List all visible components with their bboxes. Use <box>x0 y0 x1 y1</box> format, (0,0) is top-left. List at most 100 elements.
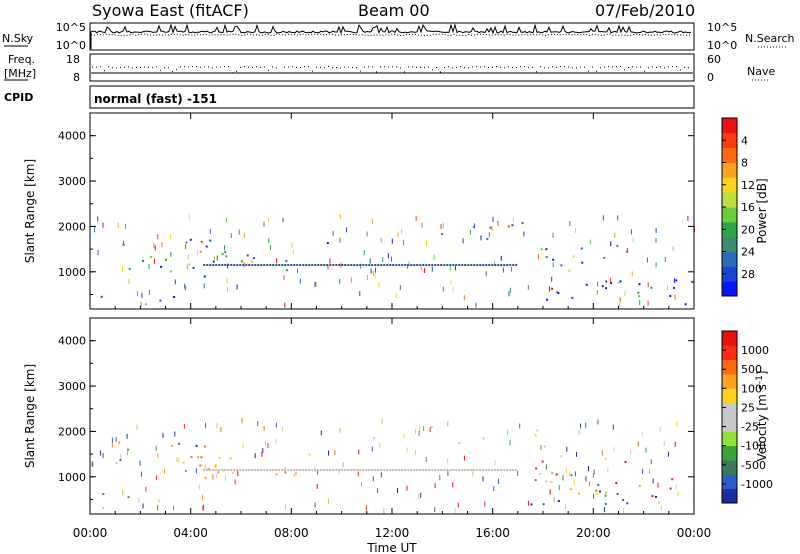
nave-point <box>92 66 93 68</box>
nave-point <box>116 67 117 69</box>
nave-point <box>488 67 489 68</box>
data-point <box>523 231 525 237</box>
nave-point <box>552 66 553 68</box>
data-point <box>667 285 668 291</box>
data-point <box>128 268 131 271</box>
data-point <box>373 437 375 440</box>
nave-point <box>540 66 541 68</box>
velocity-colorbar-label: Velocity [m s-1] <box>755 371 769 462</box>
data-point <box>363 250 365 256</box>
data-point <box>339 427 341 433</box>
data-point <box>141 471 142 477</box>
data-point <box>425 457 427 462</box>
data-point <box>231 471 234 474</box>
data-point <box>615 482 618 484</box>
data-point <box>493 486 495 492</box>
data-point <box>664 256 666 262</box>
data-point <box>238 229 240 235</box>
data-point <box>377 488 379 494</box>
data-point <box>498 478 499 484</box>
nave-point <box>436 67 437 68</box>
x-tick-label: 00:00 <box>677 526 712 540</box>
data-point <box>596 493 599 496</box>
data-point <box>552 258 555 261</box>
nave-point <box>416 66 417 68</box>
data-point <box>186 264 188 270</box>
nave-point <box>140 67 141 68</box>
nave-point <box>368 66 369 68</box>
data-point <box>339 214 341 220</box>
data-point <box>94 227 96 233</box>
nave-point <box>108 66 109 68</box>
data-point <box>226 278 228 284</box>
data-point <box>595 489 598 492</box>
nave-point <box>432 69 433 71</box>
data-point <box>154 258 155 264</box>
data-point <box>560 264 563 267</box>
data-point <box>599 490 601 493</box>
nave-point <box>228 66 229 68</box>
colorbar-cell <box>722 118 737 134</box>
nave-point <box>184 66 185 68</box>
data-point <box>138 497 140 503</box>
data-point <box>671 478 674 481</box>
data-point <box>188 214 190 220</box>
data-point <box>150 255 153 258</box>
nave-point <box>456 67 457 69</box>
data-point <box>431 266 433 272</box>
power-frame <box>89 112 695 310</box>
colorbar-cell <box>722 417 737 432</box>
data-point <box>203 275 206 278</box>
nave-point <box>600 67 601 69</box>
nsky-tick-top: 10^5 <box>56 21 86 34</box>
data-point <box>350 277 352 283</box>
freq-label-line1: Freq. <box>8 53 35 66</box>
nave-point <box>548 67 549 69</box>
nave-point <box>404 71 405 73</box>
data-point <box>102 222 104 228</box>
nave-point <box>672 66 673 68</box>
nsearch-tick-bottom: 10^0 <box>707 39 737 52</box>
data-point <box>540 248 543 251</box>
data-point <box>174 431 176 437</box>
data-point <box>534 434 537 437</box>
x-tick-label: 04:00 <box>173 526 208 540</box>
colorbar-cell <box>722 132 737 149</box>
nave-point <box>284 66 285 68</box>
data-point <box>545 256 548 258</box>
colorbar-tick-label: 4 <box>741 134 748 147</box>
data-point <box>638 283 641 286</box>
colorbar-cell <box>722 207 737 223</box>
nave-point <box>476 66 477 68</box>
data-point <box>214 256 215 262</box>
y-tick-label: 4000 <box>58 335 86 348</box>
data-point <box>601 450 603 456</box>
data-point <box>242 443 244 449</box>
data-point <box>541 460 544 463</box>
nsky-label: N.Sky <box>2 32 34 45</box>
nave-point <box>684 66 685 68</box>
data-point <box>630 449 631 455</box>
data-point <box>552 262 554 268</box>
colorbar-cell <box>722 374 737 389</box>
data-point <box>127 448 129 451</box>
nave-point <box>308 66 309 68</box>
nave-point <box>352 67 353 69</box>
data-point <box>102 506 105 509</box>
data-point <box>585 476 587 482</box>
data-point <box>484 501 486 507</box>
data-point <box>578 492 580 495</box>
data-point <box>317 469 319 475</box>
data-point <box>450 279 452 285</box>
data-point <box>216 255 218 261</box>
nave-point <box>316 66 317 68</box>
data-point <box>196 250 198 256</box>
data-point <box>204 445 207 448</box>
data-point <box>419 426 421 432</box>
data-point <box>485 271 487 277</box>
nave-point <box>644 70 645 72</box>
data-point <box>195 444 198 447</box>
colorbar-cell <box>722 192 737 208</box>
data-point <box>420 492 422 498</box>
nsky-panel: N.Sky 10^5 10^0 N.Search 10^5 10^0 <box>2 21 795 52</box>
